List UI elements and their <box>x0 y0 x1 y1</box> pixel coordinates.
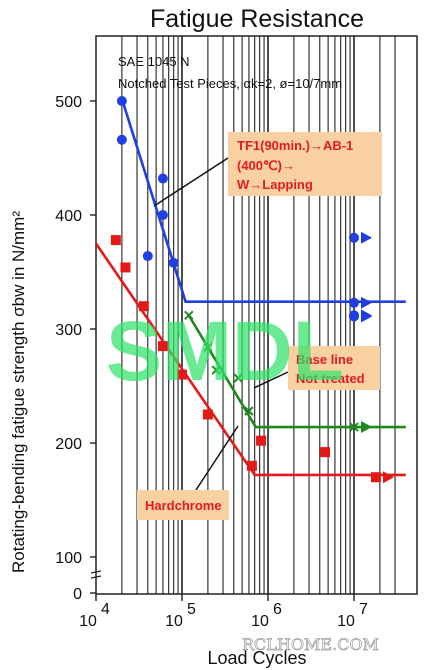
runout-point <box>349 297 359 308</box>
data-point <box>202 409 213 420</box>
chart-title: Fatigue Resistance <box>150 5 364 33</box>
y-axis: 0 100 200 300 400 500 <box>55 94 96 603</box>
y-tick-label: 0 <box>73 586 82 603</box>
x-tick-exponent: 5 <box>187 601 196 618</box>
runout-point <box>349 310 359 321</box>
data-point <box>319 447 330 458</box>
y-tick-label: 500 <box>55 94 82 111</box>
fit-line <box>187 314 406 429</box>
callout-label-red: Hardchrome <box>145 498 222 513</box>
data-point <box>157 341 168 352</box>
x-tick-label: 10 <box>251 613 269 630</box>
y-tick-label: 300 <box>55 322 82 339</box>
data-point <box>244 406 254 416</box>
data-point <box>256 435 267 446</box>
watermark-smdl: SMDL <box>106 304 344 398</box>
runout-arrow <box>361 309 372 322</box>
runout-point <box>370 472 381 483</box>
runout-arrow <box>361 231 372 244</box>
specimen-label: Notched Test Pieces, αk=2, ø=10/7mm <box>118 76 342 91</box>
callout-label-blue-3: W→Lapping <box>237 177 313 192</box>
callout-box-blue <box>228 132 382 196</box>
data-point <box>138 301 149 312</box>
data-point <box>157 173 168 184</box>
data-point <box>116 96 127 106</box>
runout-point <box>349 422 359 432</box>
x-tick-label: 10 <box>337 613 355 630</box>
data-point <box>110 235 121 246</box>
runout-point <box>349 232 359 243</box>
callout-leader-green <box>253 371 289 389</box>
data-point <box>168 257 179 268</box>
y-axis-title: Rotating-bending fatigue strength σbw in… <box>9 211 28 573</box>
data-point <box>211 365 221 375</box>
data-point <box>246 460 257 471</box>
callout-label-blue-1: TF1(90min.)→AB-1 <box>237 138 353 153</box>
fit-line <box>120 98 406 303</box>
data-point <box>177 369 187 380</box>
y-axis-break <box>90 570 102 579</box>
data-point <box>184 310 194 321</box>
callout-box-green <box>288 346 380 390</box>
data-point <box>203 342 213 352</box>
y-tick-label: 100 <box>55 550 82 567</box>
y-tick-label: 200 <box>55 436 82 453</box>
data-point <box>116 134 127 145</box>
x-tick-exponent: 4 <box>101 601 110 618</box>
data-point <box>142 251 153 262</box>
watermark-site: RCLHOME.COM <box>242 635 379 654</box>
data-marks <box>110 96 394 484</box>
data-point <box>157 210 168 220</box>
data-point <box>233 373 243 383</box>
runout-arrow <box>382 471 394 484</box>
data-point <box>120 262 131 273</box>
x-axis-title: Load Cycles <box>207 648 306 668</box>
x-tick-label: 10 <box>79 613 97 630</box>
runout-arrow <box>361 421 372 434</box>
callout-leader-blue <box>153 157 229 207</box>
callout-leader-red <box>195 425 239 491</box>
x-tick-exponent: 7 <box>359 601 368 618</box>
fit-line <box>94 242 406 477</box>
callout-label-green-2: Not treated <box>296 371 365 386</box>
callout-label-green-1: Base line <box>296 352 353 367</box>
x-tick-label: 10 <box>165 613 183 630</box>
fit-lines <box>94 98 406 477</box>
runout-arrow <box>361 296 372 309</box>
material-label: SAE 1045 N <box>118 54 190 69</box>
x-tick-exponent: 6 <box>273 601 282 618</box>
callout-label-blue-2: (400℃)→ <box>237 158 295 173</box>
callout-box-red <box>137 490 229 520</box>
y-tick-label: 400 <box>55 208 82 225</box>
